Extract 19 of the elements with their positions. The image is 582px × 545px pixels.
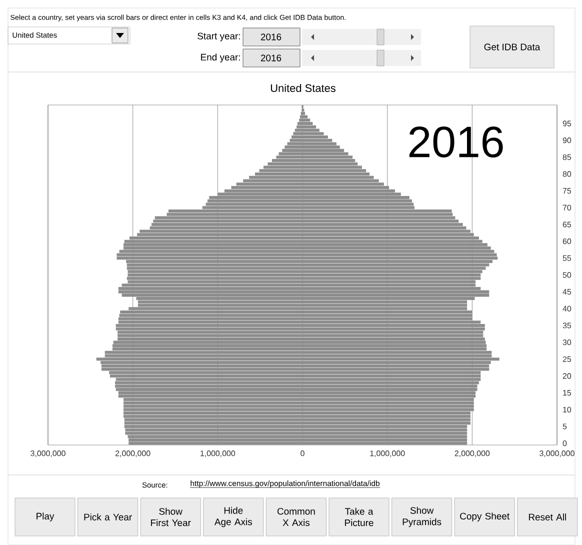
text: 2016	[260, 34, 282, 40]
text: 2016	[260, 54, 282, 62]
text: Show First Year	[151, 508, 191, 526]
text: Get IDB Data	[484, 44, 540, 50]
text: Take a Picture	[345, 508, 374, 526]
bar	[302, 115, 308, 118]
text: End year:	[201, 54, 240, 62]
text: Show Pyramids	[402, 506, 442, 528]
bar	[302, 118, 310, 122]
bar	[302, 112, 306, 115]
text: Play	[36, 512, 54, 522]
text: Pick a Year	[84, 514, 132, 520]
chart-title: United States	[270, 84, 336, 92]
annotation: 2016	[409, 126, 503, 158]
text: Reset All	[528, 514, 566, 520]
text: Copy Sheet	[460, 512, 510, 522]
text: Common X Axis	[277, 508, 315, 526]
text: Start year:	[198, 32, 240, 42]
text: Hide Age Axis	[214, 506, 252, 528]
